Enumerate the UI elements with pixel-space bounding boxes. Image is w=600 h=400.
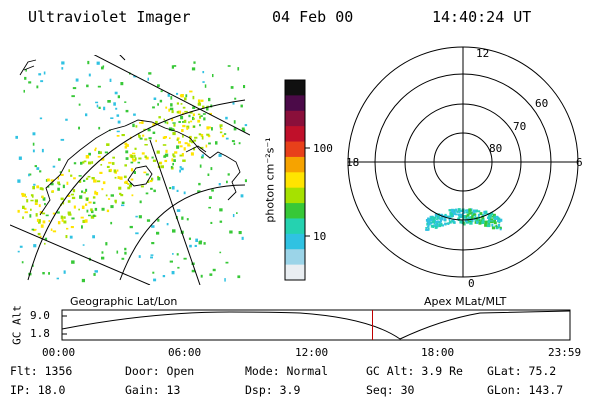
altitude-plot [61,309,571,341]
meridian-line-b [10,224,151,285]
info-gain: Gain: 13 [125,383,181,397]
xtick-0600: 06:00 [168,346,202,359]
colorbar-unit-label: photon cm⁻²s⁻¹ [263,137,277,223]
info-dsp: Dsp: 3.9 [245,383,301,397]
altitude-ytick-max: 9.0 [30,309,50,322]
instrument-title: Ultraviolet Imager [28,8,191,26]
info-mode: Mode: Normal [245,364,329,378]
info-flight: Flt: 1356 [10,364,73,378]
mlt-label-12: 12 [476,47,490,60]
meridian-line-d [119,55,126,61]
info-ip: IP: 18.0 [10,383,66,397]
altitude-ytick-min: 1.8 [30,327,50,340]
colorbar-gradient [285,80,305,281]
info-glat: GLat: 75.2 [487,364,557,378]
colorbar-label-100: 100 [313,142,333,155]
latitude-arc-outer [27,99,246,281]
coastline [19,59,241,216]
meridian-line-c [149,139,201,285]
date-label: 04 Feb 00 [272,8,354,26]
mlt-label-0: 0 [468,277,475,290]
geographic-map [10,55,250,285]
lat-label-70: 70 [513,120,527,133]
map-emission-speckle [15,60,248,283]
apex-map-label: Apex MLat/MLT [424,295,507,308]
altitude-plot-frame [61,309,571,341]
polar-emission-speckle [425,208,503,231]
polar-plot [347,46,579,278]
info-door: Door: Open [125,364,195,378]
xtick-0000: 00:00 [42,346,76,359]
altitude-ylabel: GC Alt [10,305,24,345]
colorbar [284,79,310,281]
lat-label-80: 80 [489,142,503,155]
altitude-curve [61,310,571,340]
mlt-label-18: 18 [346,156,360,169]
colorbar-frame [284,79,306,281]
map-grid [10,55,250,285]
xtick-1200: 12:00 [295,346,329,359]
mlt-label-6: 6 [576,156,583,169]
info-seq: Seq: 30 [366,383,415,397]
lat-label-60: 60 [535,97,549,110]
colorbar-label-10: 10 [313,230,327,243]
info-glon: GLon: 143.7 [487,383,564,397]
geographic-map-label: Geographic Lat/Lon [70,295,178,308]
info-gc-alt: GC Alt: 3.9 Re [366,364,463,378]
time-label: 14:40:24 UT [432,8,532,26]
xtick-1800: 18:00 [421,346,455,359]
xtick-2359: 23:59 [548,346,582,359]
latitude-arc-inner [119,184,246,281]
meridian-line-a [93,55,250,136]
